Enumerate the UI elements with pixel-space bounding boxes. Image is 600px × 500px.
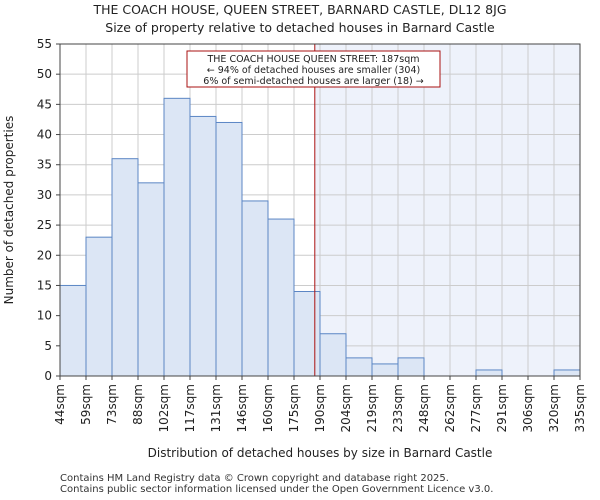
chart-title: THE COACH HOUSE, QUEEN STREET, BARNARD C… bbox=[93, 2, 507, 17]
bar bbox=[293, 290, 321, 377]
y-axis-ticks: 0 5 10 15 20 25 30 35 40 45 50 55 bbox=[37, 37, 60, 383]
bar bbox=[85, 236, 113, 377]
x-tick-label: 306sqm bbox=[521, 384, 535, 432]
x-axis-label: Distribution of detached houses by size … bbox=[148, 446, 493, 460]
y-tick-label: 50 bbox=[37, 67, 52, 81]
x-tick-label: 262sqm bbox=[443, 384, 457, 432]
y-tick-label: 15 bbox=[37, 278, 52, 292]
bar bbox=[371, 363, 399, 377]
bar bbox=[59, 284, 87, 377]
y-tick-label: 10 bbox=[37, 309, 52, 323]
x-tick-label: 59sqm bbox=[79, 384, 93, 425]
x-tick-label: 291sqm bbox=[495, 384, 509, 432]
bar bbox=[111, 158, 139, 377]
y-tick-label: 40 bbox=[37, 128, 52, 142]
bar bbox=[319, 333, 347, 377]
bar bbox=[553, 369, 581, 377]
x-tick-label: 335sqm bbox=[573, 384, 587, 432]
bars bbox=[59, 97, 581, 377]
bar bbox=[345, 357, 373, 377]
y-tick-label: 55 bbox=[37, 37, 52, 51]
x-tick-label: 44sqm bbox=[53, 384, 67, 425]
x-tick-label: 146sqm bbox=[235, 384, 249, 432]
larger-properties-shade bbox=[314, 44, 580, 376]
bar bbox=[215, 121, 243, 377]
annotation-box: THE COACH HOUSE QUEEN STREET: 187sqm ← 9… bbox=[186, 50, 441, 88]
x-tick-label: 320sqm bbox=[547, 384, 561, 432]
x-tick-label: 190sqm bbox=[313, 384, 327, 432]
y-tick-label: 35 bbox=[37, 158, 52, 172]
y-tick-label: 30 bbox=[37, 188, 52, 202]
chart-subtitle: Size of property relative to detached ho… bbox=[105, 20, 495, 35]
x-tick-label: 131sqm bbox=[209, 384, 223, 432]
annotation-line-3: 6% of semi-detached houses are larger (1… bbox=[203, 76, 423, 87]
annotation-border bbox=[186, 50, 441, 88]
footer-copyright: Contains HM Land Registry data © Crown c… bbox=[60, 473, 449, 484]
x-tick-label: 248sqm bbox=[417, 384, 431, 432]
bar bbox=[189, 115, 217, 377]
y-tick-label: 5 bbox=[44, 339, 52, 353]
x-tick-label: 233sqm bbox=[391, 384, 405, 432]
histogram-chart: THE COACH HOUSE QUEEN STREET: 187sqm ← 9… bbox=[2, 37, 587, 460]
y-tick-label: 45 bbox=[37, 97, 52, 111]
bar bbox=[397, 357, 425, 377]
x-tick-label: 277sqm bbox=[469, 384, 483, 432]
y-tick-label: 0 bbox=[44, 369, 52, 383]
bar bbox=[475, 369, 503, 377]
y-axis-label: Number of detached properties bbox=[2, 116, 16, 305]
y-tick-label: 25 bbox=[37, 218, 52, 232]
x-axis-ticks: 44sqm 59sqm 73sqm 88sqm 102sqm 117sqm 131sqm 14… bbox=[53, 376, 587, 432]
x-tick-label: 117sqm bbox=[183, 384, 197, 432]
x-tick-label: 175sqm bbox=[287, 384, 301, 432]
bar bbox=[241, 200, 269, 377]
x-tick-label: 73sqm bbox=[105, 384, 119, 425]
bar bbox=[267, 218, 295, 377]
x-tick-label: 219sqm bbox=[365, 384, 379, 432]
x-tick-label: 160sqm bbox=[261, 384, 275, 432]
annotation-line-1: THE COACH HOUSE QUEEN STREET: 187sqm bbox=[206, 54, 419, 65]
y-tick-label: 20 bbox=[37, 248, 52, 262]
x-tick-label: 102sqm bbox=[157, 384, 171, 432]
x-tick-label: 204sqm bbox=[339, 384, 353, 432]
bar bbox=[137, 182, 165, 377]
annotation-line-2: ← 94% of detached houses are smaller (30… bbox=[207, 65, 420, 76]
bar bbox=[163, 97, 191, 377]
footer-licence: Contains public sector information licen… bbox=[60, 484, 494, 495]
x-tick-label: 88sqm bbox=[131, 384, 145, 425]
